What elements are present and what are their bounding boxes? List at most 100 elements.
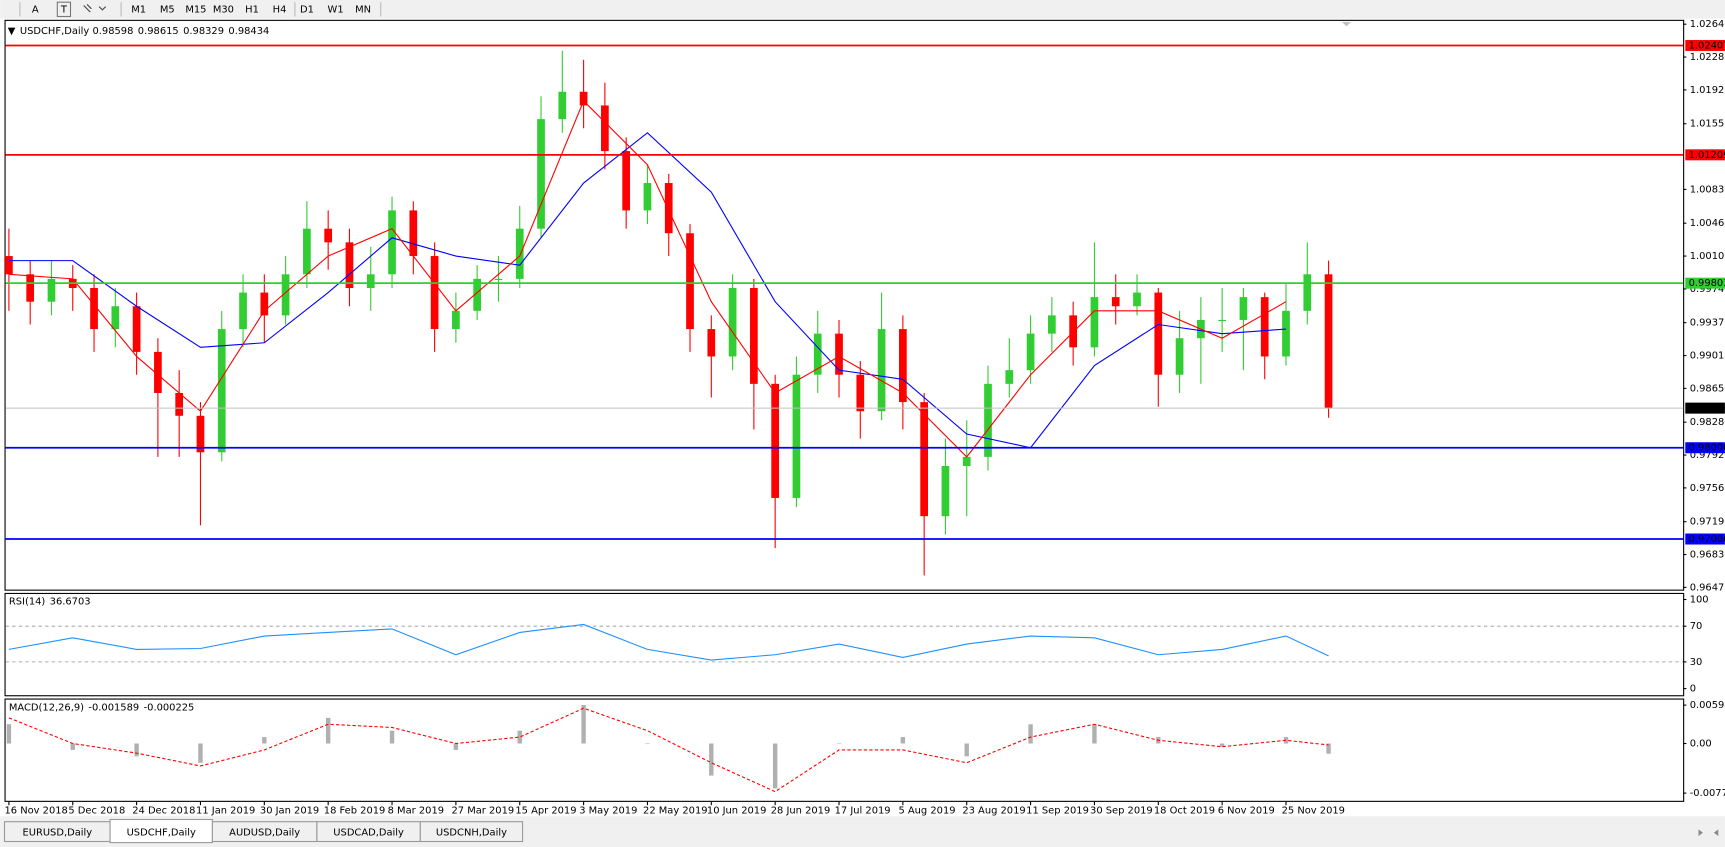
macd-main: -0.001589	[88, 702, 139, 713]
macd-bar	[1092, 724, 1097, 744]
symbol-title: USDCHF,Daily	[20, 26, 89, 37]
x-tick-label: 3 May 2019	[579, 806, 637, 817]
candle-body	[1005, 370, 1014, 384]
candle-body	[558, 91, 567, 120]
candle-body	[728, 288, 737, 357]
toolbar-button[interactable]: D1	[300, 4, 314, 15]
macd-bar	[1326, 743, 1331, 754]
candle-body	[941, 465, 950, 517]
toolbar-button[interactable]: M30	[213, 4, 234, 15]
level-tag	[1685, 149, 1725, 161]
candle-body	[366, 274, 375, 289]
candle-body	[920, 402, 929, 517]
tab-label[interactable]: USDCAD,Daily	[333, 828, 404, 839]
candle-body	[877, 329, 886, 412]
tab[interactable]	[419, 821, 524, 843]
toolbar-button[interactable]: W1	[328, 4, 344, 15]
candle-body	[835, 333, 843, 375]
tab-label[interactable]: EURUSD,Daily	[22, 828, 92, 839]
current-price-tag	[1685, 402, 1725, 414]
toolbar-button[interactable]: M1	[131, 4, 146, 15]
y-tick-label: 1.02640	[1690, 19, 1725, 30]
candle-body	[579, 91, 588, 106]
candle-body	[686, 233, 694, 330]
macd-bar	[134, 743, 139, 757]
candle-body	[899, 329, 907, 403]
macd-name: MACD(12,26,9)	[9, 702, 84, 713]
x-tick-label: 5 Aug 2019	[898, 806, 955, 817]
candle-body	[1090, 297, 1099, 348]
tab-label[interactable]: USDCHF,Daily	[127, 828, 196, 839]
x-tick-label: 23 Aug 2019	[962, 806, 1025, 817]
toolbar-button[interactable]: T	[60, 4, 68, 15]
macd-bar	[581, 705, 586, 744]
main-pane	[4, 19, 1685, 591]
candle-body	[281, 274, 290, 316]
macd-pane	[4, 698, 1685, 802]
collapse-icon[interactable]: ▼	[8, 26, 16, 37]
macd-tick-label: 0.00	[1690, 739, 1712, 750]
x-tick-label: 18 Oct 2019	[1154, 806, 1215, 817]
macd-bar	[517, 730, 522, 744]
candle-body	[1048, 315, 1056, 334]
candle-body	[239, 292, 247, 330]
candle-body	[303, 228, 311, 275]
ohlc-value: 0.98329	[183, 26, 224, 37]
shift-marker	[1342, 22, 1351, 27]
toolbar-button[interactable]: M15	[185, 4, 206, 15]
macd-bar	[836, 743, 842, 745]
macd-signal-value: -0.000225	[144, 702, 195, 713]
macd-bar	[900, 737, 906, 744]
macd-bar	[964, 743, 969, 757]
candle-body	[345, 242, 354, 289]
y-tick-label: 1.00830	[1690, 184, 1725, 195]
rsi-line	[8, 623, 1329, 661]
candle-body	[856, 374, 865, 412]
candle-body	[154, 351, 162, 393]
candle-body	[1111, 297, 1120, 307]
toolbar-button[interactable]: H4	[273, 4, 287, 15]
x-tick-label: 16 Nov 2018	[5, 806, 68, 817]
rsi-value: 36.6703	[50, 597, 91, 608]
y-tick-label: 1.02280	[1690, 52, 1725, 63]
macd-tick-label: -0.00773	[1690, 788, 1725, 799]
candle-body	[388, 210, 396, 275]
candle-body	[1026, 333, 1035, 371]
x-tick-label: 8 Mar 2019	[388, 806, 444, 817]
macd-bar	[709, 743, 714, 776]
candle-body	[622, 151, 631, 211]
candle-body	[90, 288, 98, 330]
candle-body	[26, 274, 35, 302]
y-tick-label: 1.01550	[1690, 119, 1725, 130]
x-tick-label: 6 Nov 2019	[1218, 806, 1275, 817]
candle-body	[771, 383, 780, 498]
tab-label[interactable]: USDCNH,Daily	[436, 828, 507, 839]
toolbar-button[interactable]: MN	[355, 4, 371, 15]
tab-scroll[interactable]	[1698, 829, 1719, 836]
tab-label[interactable]: AUDUSD,Daily	[229, 828, 300, 839]
toolbar-button[interactable]: H1	[245, 4, 259, 15]
x-tick-label: 28 Jun 2019	[771, 806, 831, 817]
draw-tool-icon	[83, 4, 107, 13]
moving-average	[8, 132, 1287, 449]
toolbar-button[interactable]: M5	[160, 4, 175, 15]
y-tick-label: 0.96470	[1690, 582, 1725, 593]
macd-bar	[1283, 737, 1289, 744]
level-tag	[1685, 39, 1725, 51]
candle-body	[515, 228, 524, 279]
rsi-name: RSI(14)	[9, 597, 46, 608]
macd-bar	[453, 743, 459, 750]
x-tick-label: 30 Sep 2019	[1090, 806, 1153, 817]
candle-body	[1303, 274, 1312, 311]
candle-body	[1239, 297, 1248, 320]
candle-body	[494, 278, 503, 280]
current-price-label: 0.98434	[1689, 403, 1725, 414]
toolbar-button[interactable]: A	[32, 4, 39, 15]
y-tick-label: 1.01920	[1690, 85, 1725, 96]
candle-body	[132, 306, 141, 352]
